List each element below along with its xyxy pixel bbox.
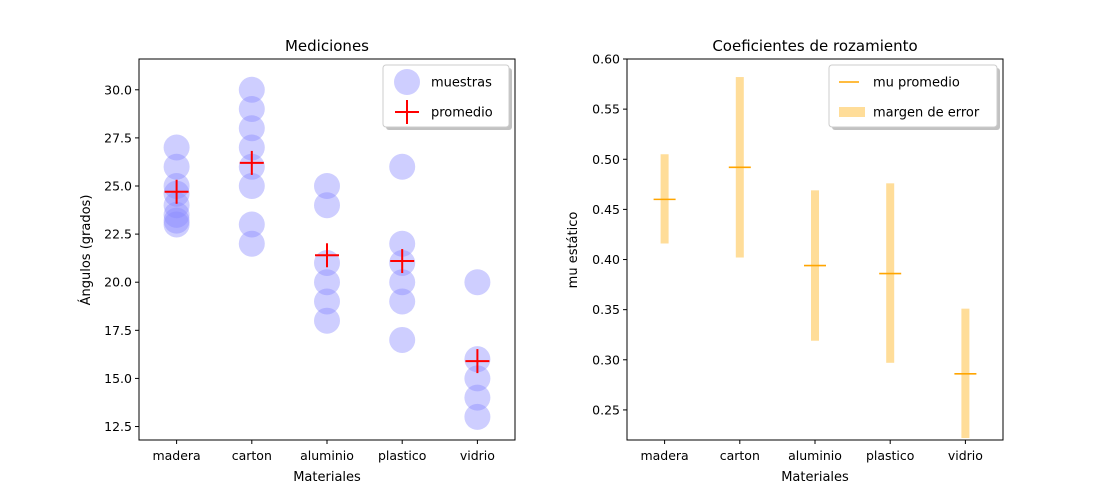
sample-point (314, 192, 340, 219)
legend-marker (839, 107, 865, 117)
sample-point (464, 269, 491, 296)
y-tick-label: 22.5 (104, 227, 132, 242)
sample-point (389, 288, 416, 315)
sample-point (238, 211, 265, 238)
sample-point (238, 96, 265, 123)
x-tick-label: carton (720, 448, 760, 463)
sample-point (238, 173, 265, 199)
plot-area (163, 76, 491, 430)
y-tick-label: 0.50 (592, 152, 620, 167)
average-marker (390, 249, 415, 274)
legend-label: muestras (431, 76, 492, 91)
y-tick-label: 30.0 (104, 82, 132, 97)
sample-point (163, 201, 190, 228)
y-tick-label: 0.25 (592, 402, 620, 417)
y-tick-label: 15.0 (104, 371, 132, 386)
chart-title: Mediciones (285, 37, 369, 55)
sample-point (238, 115, 265, 142)
x-tick-label: carton (232, 448, 272, 463)
sample-point (464, 403, 491, 430)
legend-box (828, 64, 998, 128)
sample-point (163, 211, 190, 238)
sample-point (238, 230, 265, 257)
x-tick-label: vidrio (460, 448, 495, 463)
sample-point (238, 76, 265, 103)
x-tick-label: aluminio (300, 448, 354, 463)
y-tick-label: 20.0 (104, 275, 132, 290)
average-marker (239, 150, 264, 175)
y-tick-label: 27.5 (104, 130, 132, 145)
sample-point (163, 153, 190, 180)
x-axis-label: Materiales (781, 470, 849, 485)
sample-point (389, 153, 416, 180)
y-tick-label: 0.35 (592, 302, 620, 317)
sample-point (163, 192, 190, 219)
y-tick-label: 17.5 (104, 323, 132, 338)
x-axis-label: Materiales (293, 470, 361, 485)
y-tick-label: 25.0 (104, 179, 132, 194)
x-tick-label: plastico (866, 448, 914, 463)
x-tick-label: madera (640, 448, 688, 463)
sample-point (464, 384, 491, 411)
y-tick-label: 12.5 (104, 419, 132, 434)
y-tick-label: 0.55 (592, 102, 620, 117)
sample-point (464, 365, 491, 392)
sample-point (389, 230, 416, 257)
sample-point (314, 173, 340, 199)
legend-label: mu promedio (873, 76, 960, 91)
average-marker (465, 349, 490, 374)
sample-point (314, 288, 340, 315)
y-tick-label: 0.40 (592, 252, 620, 267)
legend-marker (394, 69, 420, 95)
y-axis-label: Ángulos (grados) (78, 195, 94, 306)
average-marker (315, 243, 339, 268)
x-tick-label: vidrio (948, 448, 983, 463)
sample-point (163, 207, 190, 234)
sample-point (163, 134, 190, 161)
y-tick-label: 0.45 (592, 202, 620, 217)
sample-point (389, 269, 416, 296)
sample-point (238, 134, 265, 161)
y-tick-label: 0.30 (592, 352, 620, 367)
sample-point (314, 307, 340, 334)
sample-point (389, 326, 416, 353)
plot-area (653, 77, 977, 438)
chart-title: Coeficientes de rozamiento (712, 37, 917, 55)
chart-coeficientes: Coeficientes de rozamiento Materiales mu… (566, 37, 1004, 485)
chart-mediciones: Mediciones Materiales Ángulos (grados) m… (78, 37, 516, 485)
x-tick-label: plastico (378, 448, 426, 463)
average-marker (164, 179, 189, 204)
legend-label: promedio (431, 106, 493, 121)
legend: muestras promedio (382, 64, 512, 130)
x-tick-label: madera (152, 448, 200, 463)
legend: mu promedio margen de error (828, 64, 1000, 130)
legend-label: margen de error (873, 106, 980, 121)
y-tick-label: 0.60 (592, 52, 620, 67)
y-axis-label: mu estático (566, 212, 581, 289)
x-tick-label: aluminio (788, 448, 842, 463)
sample-point (314, 269, 340, 296)
